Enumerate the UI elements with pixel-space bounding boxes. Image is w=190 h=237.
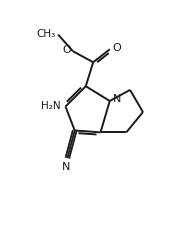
- Text: N: N: [113, 94, 121, 104]
- Text: O: O: [112, 43, 121, 53]
- Text: CH₃: CH₃: [36, 29, 55, 39]
- Text: N: N: [62, 162, 71, 172]
- Text: O: O: [62, 45, 71, 55]
- Text: H₂N: H₂N: [41, 100, 61, 111]
